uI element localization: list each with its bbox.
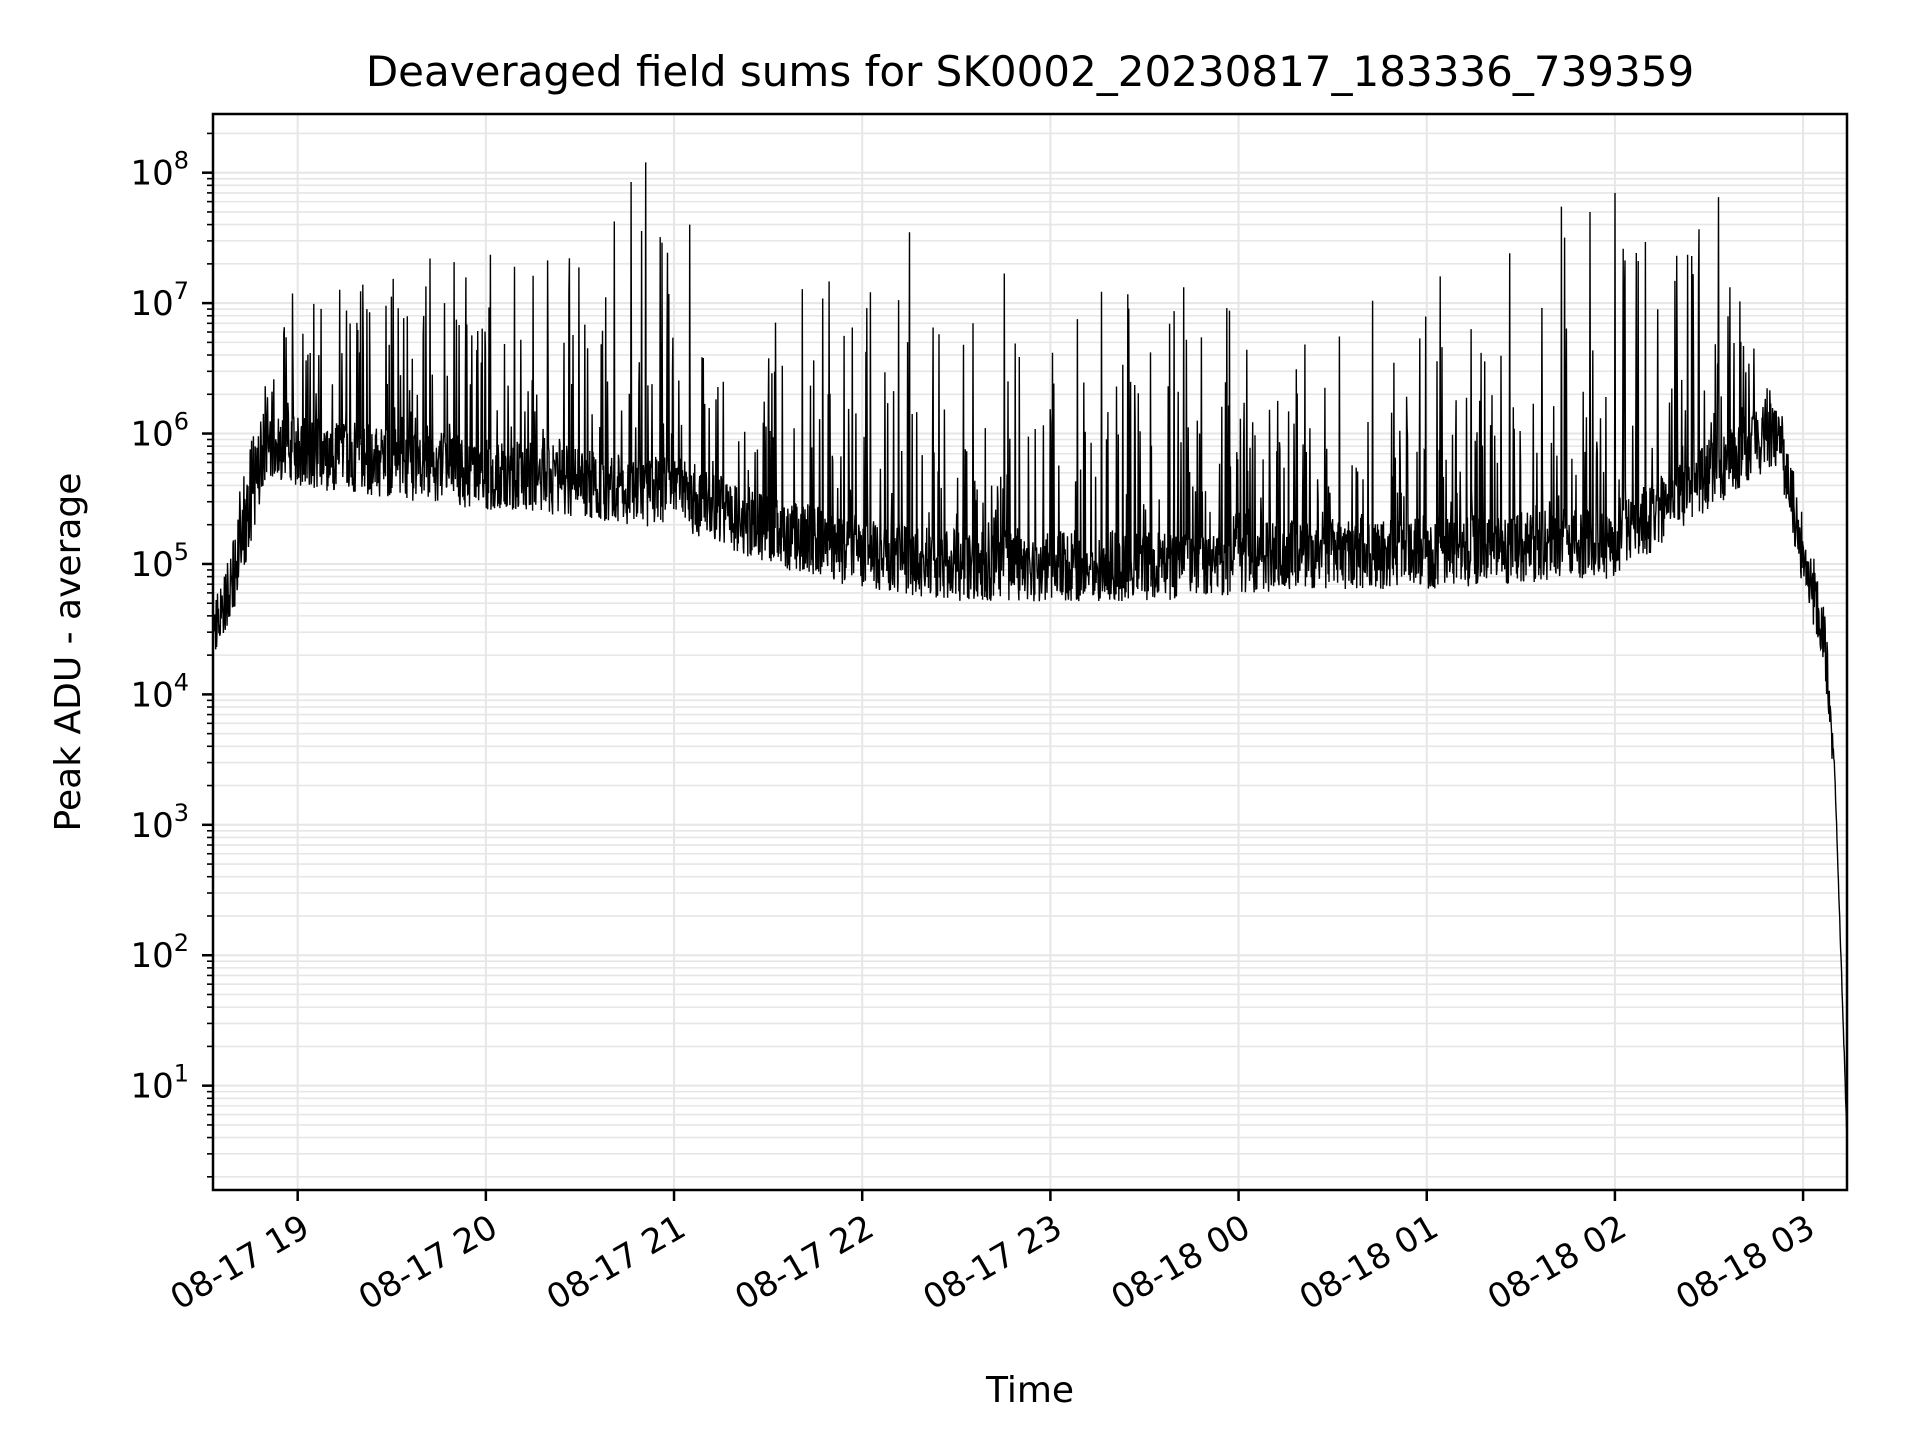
plot-frame xyxy=(211,112,1849,1192)
chart-title: Deaveraged field sums for SK0002_2023081… xyxy=(366,47,1694,96)
y-tick-label: 107 xyxy=(130,277,189,324)
y-tick-label: 103 xyxy=(130,799,189,846)
y-axis: 101 102 103 104 105 106 107 108 xyxy=(130,132,213,1178)
y-tick-label: 106 xyxy=(130,408,189,455)
series-line xyxy=(212,162,1848,1139)
y-tick-label: 105 xyxy=(130,538,189,585)
y-tick-label: 104 xyxy=(130,668,189,715)
x-axis-label: Time xyxy=(985,1370,1074,1411)
series-layer xyxy=(212,162,1848,1139)
y-tick-label: 102 xyxy=(130,929,189,976)
y-tick-label: 101 xyxy=(130,1060,189,1107)
y-tick-label: 108 xyxy=(130,147,189,194)
y-axis-label: Peak ADU - average xyxy=(48,473,89,832)
